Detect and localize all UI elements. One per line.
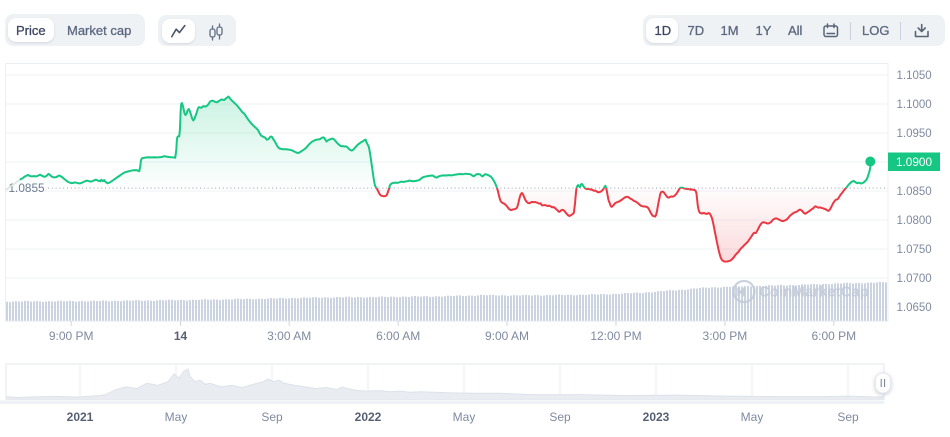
svg-text:6:00 PM: 6:00 PM <box>811 329 856 343</box>
svg-text:1D: 1D <box>655 23 672 38</box>
svg-text:1.0700: 1.0700 <box>897 273 932 285</box>
svg-text:1.0950: 1.0950 <box>897 128 932 140</box>
svg-text:3:00 PM: 3:00 PM <box>703 329 748 343</box>
svg-text:Market cap: Market cap <box>67 23 131 38</box>
svg-text:3:00 AM: 3:00 AM <box>267 329 311 343</box>
svg-text:2022: 2022 <box>355 410 382 424</box>
svg-text:Price: Price <box>16 23 46 38</box>
svg-text:1.0800: 1.0800 <box>897 215 932 227</box>
svg-text:12:00 PM: 12:00 PM <box>590 329 641 343</box>
svg-text:9:00 AM: 9:00 AM <box>485 329 529 343</box>
svg-text:May: May <box>741 410 764 424</box>
svg-text:2021: 2021 <box>67 410 94 424</box>
svg-text:6:00 AM: 6:00 AM <box>376 329 420 343</box>
svg-text:Sep: Sep <box>549 410 571 424</box>
svg-text:1.1050: 1.1050 <box>897 70 932 82</box>
svg-text:May: May <box>453 410 476 424</box>
svg-text:2023: 2023 <box>643 410 670 424</box>
svg-text:Sep: Sep <box>837 410 859 424</box>
svg-text:May: May <box>165 410 188 424</box>
svg-text:7D: 7D <box>688 23 705 38</box>
svg-text:CoinMarketCap: CoinMarketCap <box>759 284 869 301</box>
svg-text:14: 14 <box>174 329 188 343</box>
svg-text:LOG: LOG <box>862 23 889 38</box>
svg-text:9:00 PM: 9:00 PM <box>49 329 94 343</box>
svg-text:1.0855: 1.0855 <box>9 181 46 195</box>
svg-text:1.0750: 1.0750 <box>897 244 932 256</box>
svg-text:1.0900: 1.0900 <box>896 155 933 169</box>
svg-text:1.0850: 1.0850 <box>897 186 932 198</box>
svg-text:1M: 1M <box>721 23 739 38</box>
svg-text:Sep: Sep <box>261 410 283 424</box>
svg-text:1.0650: 1.0650 <box>897 302 932 314</box>
svg-text:1Y: 1Y <box>756 23 772 38</box>
svg-text:All: All <box>788 23 803 38</box>
svg-text:1.1000: 1.1000 <box>897 99 932 111</box>
